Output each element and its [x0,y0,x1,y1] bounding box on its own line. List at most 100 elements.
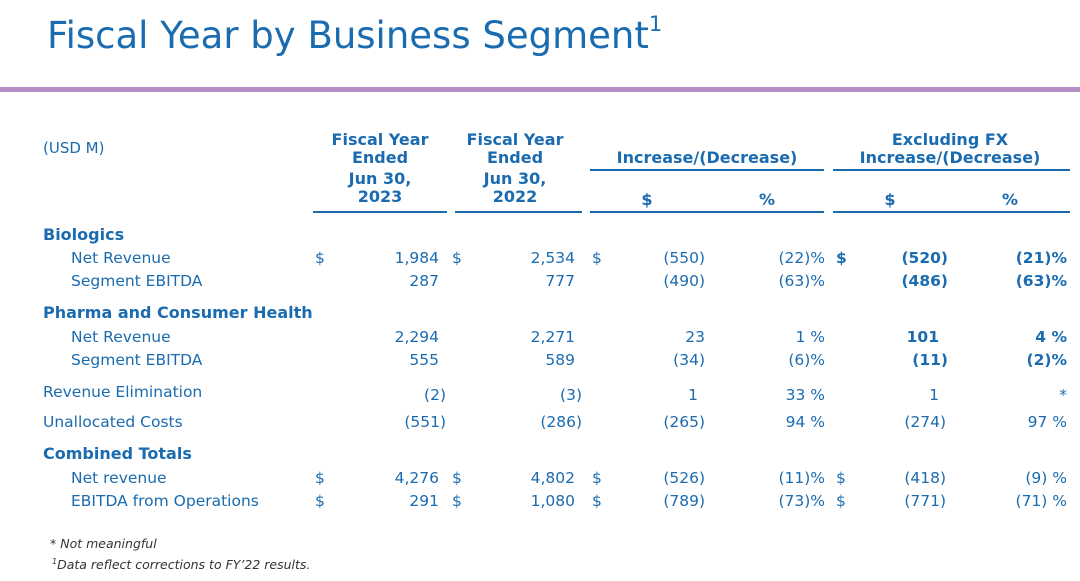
fy23-header: Fiscal Year Ended Jun 30, 2023 [331,130,429,206]
fy23-value: 1,984 [394,249,439,267]
table-row: Revenue Elimination (2) (3) 1 33 % 1 * [0,381,1080,404]
row-label: Net Revenue [71,249,171,267]
fy22-value: 4,802 [530,469,575,487]
footnote-not-meaningful: * Not meaningful [50,536,157,551]
inc-dollar-value: (789) [663,492,705,510]
fy23-value: 291 [409,492,439,510]
exfx-pct-value: (63)% [1015,272,1067,290]
title-divider [0,87,1080,92]
row-label: Revenue Elimination [43,383,203,401]
row-label: Segment EBITDA [71,272,203,290]
inc-pct-value: (63)% [778,272,825,290]
inc-dollar-value: (34) [673,351,705,369]
exfx-pct-value: (9) % [1025,469,1067,487]
fy23-value: 287 [409,272,439,290]
exfx-dollar-value: (486) [901,272,948,290]
fy23-value: (2) [424,386,446,404]
dollar-sign: $ [592,492,602,510]
dollar-sign: $ [452,492,462,510]
section-row: Biologics [0,224,1080,246]
table-row: Segment EBITDA 555 589 (34) (6)% (11) (2… [0,349,1080,371]
exfx-pct-value: 4 % [1035,328,1067,346]
page-title: Fiscal Year by Business Segment1 [47,11,663,57]
row-label: Unallocated Costs [43,413,183,431]
inc-pct-header: % [758,190,776,209]
fy22-underline [455,211,582,213]
dollar-sign: $ [836,492,846,510]
fy22-value: (3) [560,386,582,404]
fy22-value: 1,080 [530,492,575,510]
table-row: Net Revenue 2,294 2,271 23 1 % 101 4 % [0,326,1080,348]
table-row: Net Revenue $ 1,984 $ 2,534 $ (550) (22)… [0,247,1080,269]
section-label: Biologics [43,225,125,244]
inc-pct-value: 94 % [785,413,825,431]
row-label: Net revenue [71,469,167,487]
fy22-header: Fiscal Year Ended Jun 30, 2022 [466,130,564,206]
inc-pct-value: 33 % [785,386,825,404]
dollar-sign: $ [315,469,325,487]
fy22-value: (286) [540,413,582,431]
table-row: Net revenue $ 4,276 $ 4,802 $ (526) (11)… [0,467,1080,489]
dollar-sign: $ [592,249,602,267]
inc-dollar-value: (526) [663,469,705,487]
exfx-pct-value: (21)% [1015,249,1067,267]
inc-pct-value: (22)% [778,249,825,267]
section-row: Pharma and Consumer Health [0,302,1080,324]
exfx-dollar-value: 101 [906,328,939,346]
exfx-dollar-value: (274) [904,413,946,431]
dollar-sign: $ [452,469,462,487]
inc-dollar-header: $ [641,190,653,209]
inc-dollar-value: 23 [685,328,705,346]
fy22-value: 777 [545,272,575,290]
fy22-value: 2,534 [530,249,575,267]
inc-dollar-value: (490) [663,272,705,290]
exfx-underline [833,169,1070,171]
exfx-pct-header: % [1001,190,1019,209]
exfx-pct-value: * [1059,386,1067,404]
exfx-dollar-header: $ [884,190,896,209]
row-label: Segment EBITDA [71,351,203,369]
exfx-header: Excluding FX Increase/(Decrease) [859,130,1041,167]
exfx-dollar-value: 1 [929,386,939,404]
exfx-pct-value: (2)% [1026,351,1067,369]
exfx-pct-value: (71) % [1015,492,1067,510]
exfx-pct-value: 97 % [1027,413,1067,431]
units-label: (USD M) [43,139,105,157]
inc-pct-value: (11)% [778,469,825,487]
exfx-dollar-value: (418) [904,469,946,487]
inc-cols-underline [590,211,824,213]
exfx-dollar-value: (11) [912,351,948,369]
dollar-sign: $ [315,492,325,510]
fy22-value: 589 [545,351,575,369]
exfx-dollar-value: (520) [901,249,948,267]
fy23-value: (551) [404,413,446,431]
exfx-cols-underline [833,211,1070,213]
row-label: Net Revenue [71,328,171,346]
inc-dollar-value: (550) [663,249,705,267]
fy23-value: 2,294 [394,328,439,346]
dollar-sign: $ [592,469,602,487]
inc-pct-value: (6)% [788,351,825,369]
inc-dollar-value: 1 [688,386,698,404]
dollar-sign: $ [836,249,847,267]
table-row: EBITDA from Operations $ 291 $ 1,080 $ (… [0,490,1080,512]
fy23-underline [313,211,447,213]
footnote-corrections: 1Data reflect corrections to FY’22 resul… [52,557,311,573]
section-row: Combined Totals [0,443,1080,465]
section-label: Combined Totals [43,444,192,463]
section-label: Pharma and Consumer Health [43,303,313,322]
exfx-dollar-value: (771) [904,492,946,510]
dollar-sign: $ [315,249,325,267]
fy23-value: 4,276 [394,469,439,487]
increase-header: Increase/(Decrease) [616,148,798,167]
inc-dollar-value: (265) [663,413,705,431]
inc-pct-value: (73)% [778,492,825,510]
row-label: EBITDA from Operations [71,492,259,510]
inc-pct-value: 1 % [795,328,825,346]
fy23-value: 555 [409,351,439,369]
dollar-sign: $ [452,249,462,267]
increase-underline [590,169,824,171]
table-row: Unallocated Costs (551) (286) (265) 94 %… [0,411,1080,433]
dollar-sign: $ [836,469,846,487]
table-row: Segment EBITDA 287 777 (490) (63)% (486)… [0,270,1080,292]
